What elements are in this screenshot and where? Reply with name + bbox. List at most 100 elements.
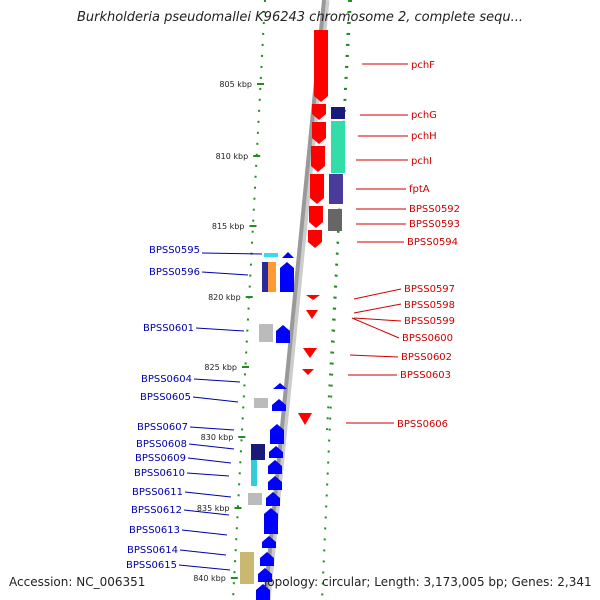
gene-leader-line [184,491,232,498]
forward-gene-arrow[interactable] [310,174,324,204]
gene-label-bpss0611[interactable]: BPSS0611 [132,487,183,498]
gene-label-bpss0598[interactable]: BPSS0598 [404,300,455,311]
reverse-gene-arrow[interactable] [256,584,270,600]
gene-label-bpss0592[interactable]: BPSS0592 [409,204,460,215]
forward-gene-arrow[interactable] [302,369,314,375]
ruler-tick-label: 840 kbp [193,574,226,583]
ruler-tick-label: 830 kbp [201,433,234,442]
gene-label-bpss0610[interactable]: BPSS0610 [134,468,185,479]
ruler-tick-label: 815 kbp [212,222,245,231]
protein-domain-box [254,398,268,408]
accession-value: NC_006351 [76,575,146,589]
reverse-gene-arrow[interactable] [269,446,283,458]
reverse-gene-arrow[interactable] [270,424,284,444]
protein-domain-box [251,460,257,486]
gene-label-bpss0595[interactable]: BPSS0595 [149,245,200,256]
gene-leader-line [349,354,399,358]
gene-label-pchg[interactable]: pchG [411,110,437,121]
gene-leader-line [353,303,402,314]
gene-label-pchf[interactable]: pchF [411,60,435,71]
forward-gene-arrow[interactable] [306,310,318,319]
reverse-gene-arrow[interactable] [268,460,282,474]
gene-leader-line [187,457,232,464]
gene-leader-line [195,327,245,332]
forward-gene-arrow[interactable] [312,104,326,120]
gene-label-bpss0607[interactable]: BPSS0607 [137,422,188,433]
forward-gene-arrow[interactable] [309,206,323,228]
protein-domain-box [240,552,254,584]
sequence-summary: Topology: circular; Length: 3,173,005 bp… [262,575,592,589]
gene-label-bpss0606[interactable]: BPSS0606 [397,419,448,430]
ruler-tick-label: 835 kbp [197,504,230,513]
gene-label-bpss0603[interactable]: BPSS0603 [400,370,451,381]
gene-label-fpta[interactable]: fptA [409,184,430,195]
ruler-dotted-line [232,0,266,600]
forward-gene-arrow[interactable] [312,122,326,144]
gene-label-bpss0613[interactable]: BPSS0613 [129,525,180,536]
protein-domain-box [329,174,343,204]
map-title: Burkholderia pseudomallei K96243 chromos… [76,10,524,25]
reverse-gene-arrow[interactable] [273,383,287,389]
gene-label-bpss0612[interactable]: BPSS0612 [131,505,182,516]
gene-leader-line [179,549,227,556]
reverse-gene-arrow[interactable] [272,399,286,411]
protein-domain-box [251,444,265,460]
gene-label-bpss0605[interactable]: BPSS0605 [140,392,191,403]
reverse-gene-arrow[interactable] [258,568,272,582]
gene-label-pchh[interactable]: pchH [411,131,437,142]
gene-leader-line [353,288,402,300]
forward-gene-arrow[interactable] [306,295,320,300]
gene-leader-line [353,317,402,322]
gene-label-bpss0600[interactable]: BPSS0600 [402,333,453,344]
gene-label-bpss0615[interactable]: BPSS0615 [126,560,177,571]
gene-label-bpss0597[interactable]: BPSS0597 [404,284,455,295]
reverse-gene-arrow[interactable] [264,508,278,534]
gene-leader-line [201,271,249,276]
ruler-tick-label: 825 kbp [204,363,237,372]
reverse-gene-arrow[interactable] [282,252,294,258]
forward-track-guide-outer [321,0,350,600]
protein-domain-box [259,324,273,342]
gene-leader-line [186,472,230,477]
gene-label-pchi[interactable]: pchI [411,156,432,167]
gene-label-bpss0609[interactable]: BPSS0609 [135,453,186,464]
protein-domain-box [248,493,262,505]
gene-label-bpss0596[interactable]: BPSS0596 [149,267,200,278]
gene-label-bpss0601[interactable]: BPSS0601 [143,323,194,334]
reverse-gene-arrow[interactable] [260,552,274,566]
ruler-tick-label: 820 kbp [208,293,241,302]
accession-label: Accession: [9,575,73,589]
gene-leader-line [351,317,400,339]
forward-gene-arrow[interactable] [298,413,312,425]
accession-info: Accession: NC_006351 [9,575,145,589]
gene-leader-line [178,564,231,571]
gene-leader-line [192,396,239,403]
gene-label-bpss0614[interactable]: BPSS0614 [127,545,178,556]
gene-leader-line [188,443,235,450]
forward-gene-arrow[interactable] [303,348,317,358]
reverse-gene-arrow[interactable] [262,536,276,548]
gene-label-bpss0594[interactable]: BPSS0594 [407,237,458,248]
gene-label-bpss0602[interactable]: BPSS0602 [401,352,452,363]
gene-label-bpss0593[interactable]: BPSS0593 [409,219,460,230]
ruler-tick-label: 810 kbp [216,152,249,161]
reverse-gene-arrow[interactable] [266,492,280,506]
reverse-gene-arrow[interactable] [268,476,282,490]
forward-gene-arrow[interactable] [311,146,325,172]
gene-leader-line [189,426,235,431]
gene-leader-line [181,529,228,536]
protein-domain-box [262,262,268,292]
reverse-gene-arrow[interactable] [280,262,294,292]
gene-label-bpss0608[interactable]: BPSS0608 [136,439,187,450]
reverse-gene-arrow[interactable] [276,325,290,343]
gene-label-bpss0604[interactable]: BPSS0604 [141,374,192,385]
protein-domain-box [328,209,342,231]
forward-gene-arrow[interactable] [314,30,328,102]
protein-domain-box [331,121,345,173]
forward-gene-arrow[interactable] [308,230,322,248]
gene-leader-line [201,252,263,255]
gene-label-bpss0599[interactable]: BPSS0599 [404,316,455,327]
protein-domain-box [264,253,278,257]
